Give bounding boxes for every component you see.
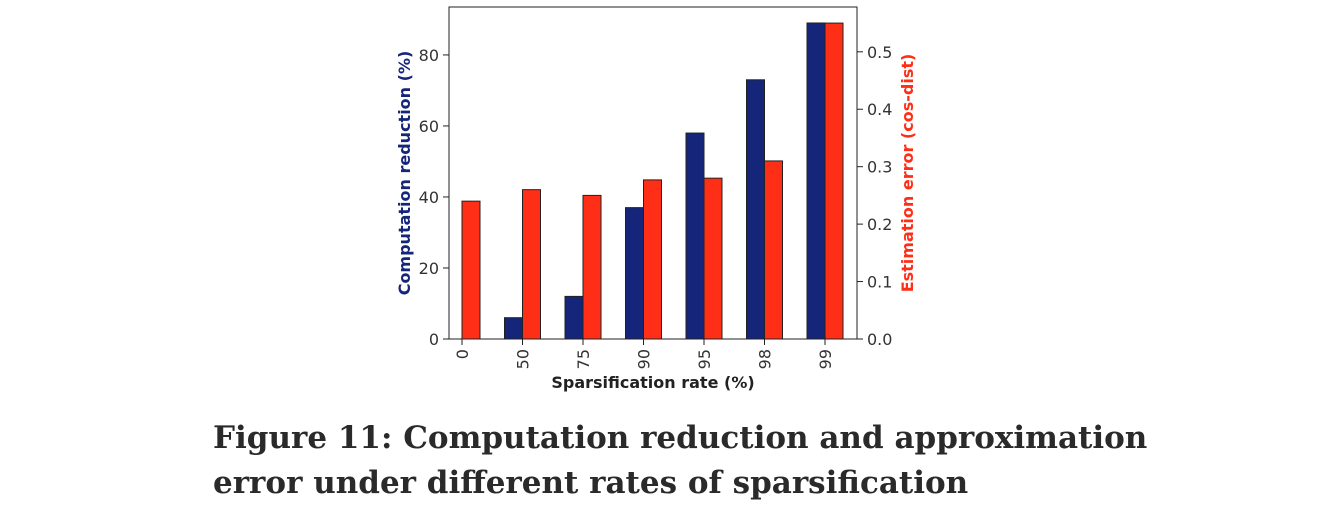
bar-right-0 xyxy=(461,200,481,340)
left-tick-label: 60 xyxy=(419,117,439,136)
left-tick-label: 20 xyxy=(419,259,439,278)
bar-right-50 xyxy=(522,189,541,340)
x-tick-label: 90 xyxy=(635,349,654,369)
bar-right-98 xyxy=(764,160,783,340)
bar-left-50 xyxy=(504,317,523,340)
bar-left-90 xyxy=(625,207,644,340)
x-tick-label: 50 xyxy=(514,349,533,369)
left-axis: 0 20 40 60 80 xyxy=(419,46,449,349)
left-tick-label: 40 xyxy=(419,188,439,207)
right-axis: 0.0 0.1 0.2 0.3 0.4 0.5 xyxy=(857,43,892,349)
right-tick-label: 0.1 xyxy=(867,273,892,292)
x-axis-title: Sparsification rate (%) xyxy=(551,373,754,392)
right-axis-title: Estimation error (cos-dist) xyxy=(898,54,917,293)
right-tick-label: 0.3 xyxy=(867,158,892,177)
x-tick-label: 95 xyxy=(695,349,714,369)
bar-left-98 xyxy=(746,79,765,340)
right-tick-label: 0.5 xyxy=(867,43,892,62)
right-tick-label: 0.4 xyxy=(867,100,892,119)
bar-right-75 xyxy=(582,194,602,340)
bar-left-99 xyxy=(806,22,826,340)
bar-right-95 xyxy=(703,177,723,340)
bar-left-95 xyxy=(685,132,705,340)
bar-right-90 xyxy=(643,179,662,340)
x-axis: 0 50 75 90 95 98 99 xyxy=(453,339,835,369)
right-tick-label: 0.2 xyxy=(867,215,892,234)
chart: 0 20 40 60 80 0.0 0.1 0.2 0.3 0.4 0.5 0 50 75 90 95 98… xyxy=(395,6,917,392)
left-tick-label: 0 xyxy=(429,330,439,349)
left-axis-title: Computation reduction (%) xyxy=(395,51,414,296)
x-tick-label: 99 xyxy=(816,349,835,369)
bars-group xyxy=(461,22,844,340)
plot-frame xyxy=(448,6,858,340)
bar-right-99 xyxy=(824,22,844,340)
x-tick-label: 98 xyxy=(756,349,775,369)
x-tick-label: 0 xyxy=(453,349,472,359)
right-tick-label: 0.0 xyxy=(867,330,892,349)
bar-left-75 xyxy=(564,295,584,340)
left-tick-label: 80 xyxy=(419,46,439,65)
x-tick-label: 75 xyxy=(574,349,593,369)
figure-caption: Figure 11: Computation reduction and app… xyxy=(213,420,1148,501)
